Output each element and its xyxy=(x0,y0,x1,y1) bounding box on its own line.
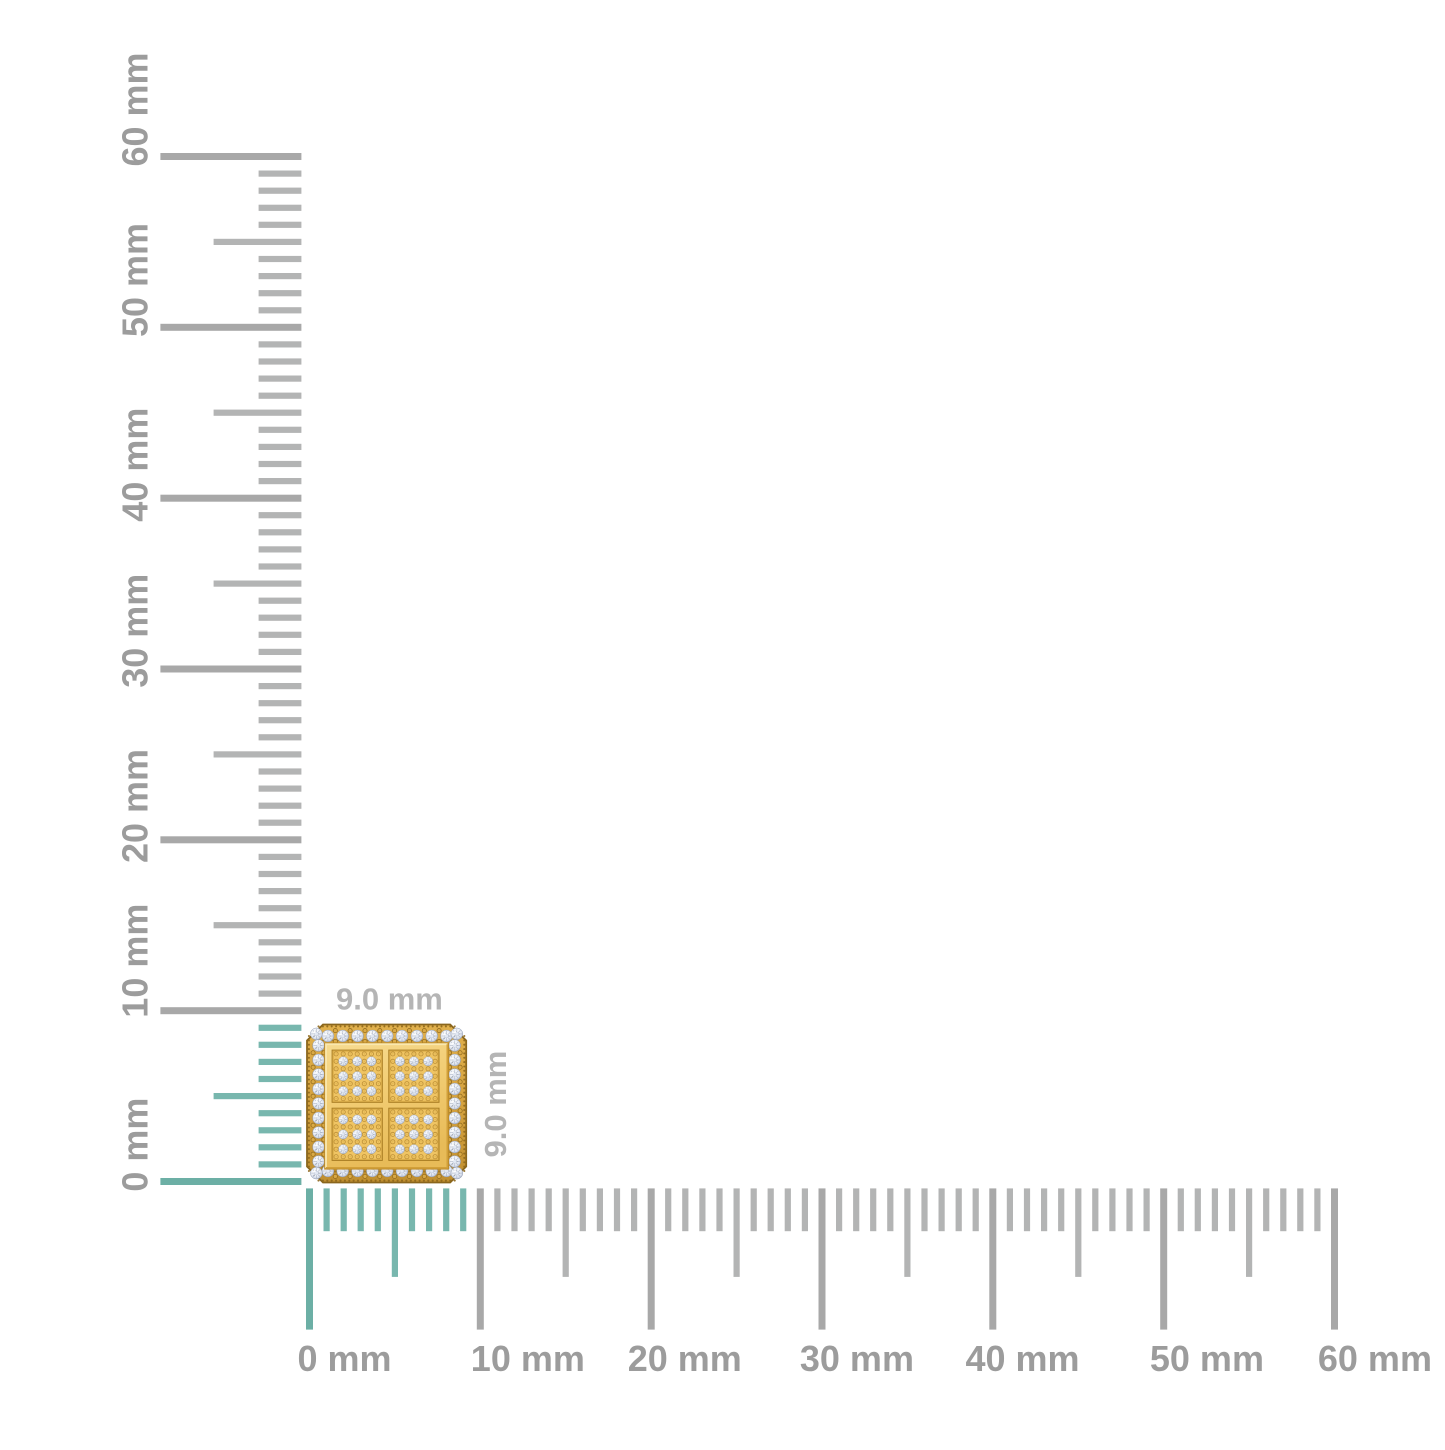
svg-text:40 mm: 40 mm xyxy=(966,1338,1080,1379)
svg-text:50 mm: 50 mm xyxy=(115,223,156,337)
svg-text:60 mm: 60 mm xyxy=(1318,1338,1432,1379)
svg-text:0 mm: 0 mm xyxy=(298,1338,392,1379)
svg-text:0 mm: 0 mm xyxy=(115,1098,156,1192)
svg-text:50 mm: 50 mm xyxy=(1150,1338,1264,1379)
svg-text:20 mm: 20 mm xyxy=(115,749,156,863)
svg-text:30 mm: 30 mm xyxy=(115,574,156,688)
svg-text:10 mm: 10 mm xyxy=(115,904,156,1018)
svg-text:30 mm: 30 mm xyxy=(800,1338,914,1379)
svg-text:20 mm: 20 mm xyxy=(628,1338,742,1379)
svg-text:9.0 mm: 9.0 mm xyxy=(336,982,443,1017)
svg-text:9.0 mm: 9.0 mm xyxy=(478,1051,513,1158)
svg-text:40 mm: 40 mm xyxy=(115,408,156,522)
svg-text:60 mm: 60 mm xyxy=(115,52,156,166)
svg-text:10 mm: 10 mm xyxy=(471,1338,585,1379)
